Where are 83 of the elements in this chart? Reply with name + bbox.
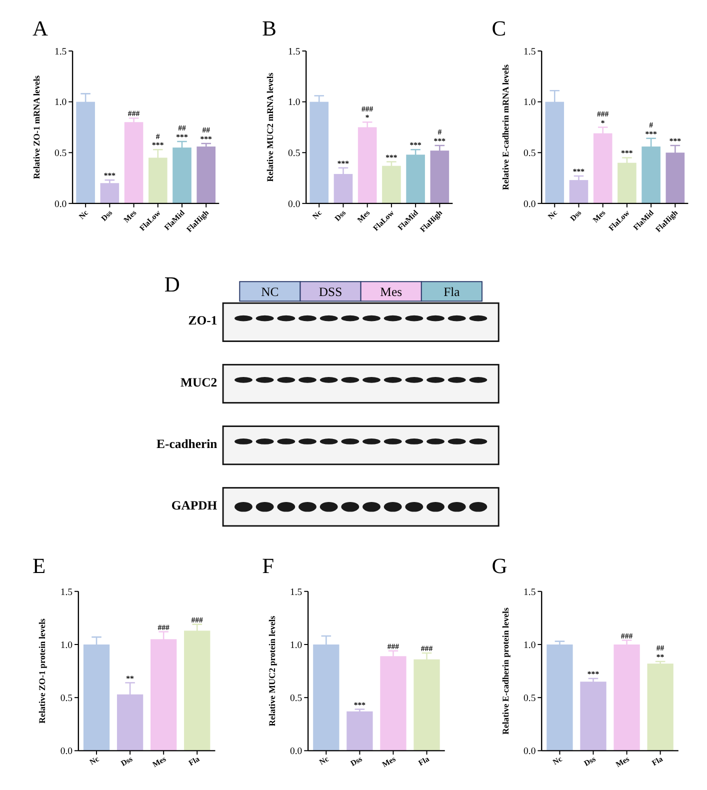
y-axis-title: Relative MUC2 protein levels	[266, 615, 277, 726]
annotation: ***	[434, 136, 446, 146]
annotation: ***	[410, 140, 422, 150]
bar	[647, 664, 674, 751]
y-tick-label: 1.0	[288, 97, 300, 108]
y-tick-label: 0.5	[54, 148, 67, 160]
y-axis-title: Relative E-cadherin protein levels	[500, 607, 510, 734]
chart-title: B	[262, 16, 276, 40]
chart-title: E	[32, 554, 46, 578]
bar	[580, 682, 606, 751]
bar	[346, 711, 373, 751]
annotation: *	[365, 113, 370, 122]
annotation: ***	[386, 152, 398, 162]
bar	[546, 644, 573, 751]
annotation: ###	[420, 644, 433, 654]
annotation: ###	[597, 109, 609, 118]
y-tick-label: 0.5	[288, 148, 300, 160]
category-label: Fla	[444, 284, 460, 299]
y-tick-label: 1.5	[54, 46, 67, 58]
y-tick-label: 1.5	[60, 586, 73, 598]
y-tick-label: 1.0	[60, 640, 73, 651]
annotation: ##	[178, 124, 186, 133]
text: E-cadherin	[156, 436, 218, 451]
y-tick-label: 1.0	[524, 97, 536, 108]
annotation: ###	[361, 104, 374, 114]
y-tick-label: 0.0	[60, 746, 73, 758]
text: GAPDH	[171, 498, 218, 512]
y-axis-title: Relative MUC2 mRNA levels	[264, 72, 275, 182]
annotation: #	[438, 128, 442, 137]
y-tick-label: 1.5	[290, 586, 302, 598]
annotation: ***	[621, 148, 633, 158]
category-label: Mes	[380, 284, 402, 299]
annotation: *	[600, 118, 605, 128]
y-axis-title: Relative ZO-1 protein levels	[37, 618, 48, 724]
y-tick-label: 0.5	[524, 693, 536, 704]
annotation: ***	[337, 158, 350, 168]
y-tick-label: 0.0	[524, 198, 536, 210]
annotation: ***	[645, 129, 658, 138]
y-tick-label: 1.5	[524, 586, 536, 598]
y-tick-label: 0.0	[524, 746, 536, 758]
bar	[196, 146, 216, 204]
category-label: DSS	[318, 284, 342, 299]
text: ZO-1	[188, 314, 218, 328]
y-tick-label: 1.5	[288, 46, 300, 58]
y-tick-label: 0.5	[290, 693, 302, 704]
annotation: ##	[202, 126, 210, 135]
annotation: ***	[587, 670, 600, 679]
y-tick-label: 0.0	[288, 198, 300, 210]
chart-title: C	[492, 16, 506, 40]
y-tick-label: 0.5	[60, 693, 73, 704]
annotation: ***	[669, 136, 682, 146]
y-tick-label: 0.0	[290, 746, 302, 758]
annotation: #	[649, 120, 654, 130]
text: MUC2	[180, 375, 218, 390]
category-label: NC	[261, 284, 279, 299]
annotation: ###	[158, 622, 170, 632]
y-tick-label: 1.5	[524, 46, 536, 58]
text: D	[164, 272, 180, 296]
y-tick-label: 0.0	[54, 198, 67, 210]
y-tick-label: 1.0	[290, 640, 302, 651]
y-axis-title: Relative E-cadherin mRNA levels	[500, 64, 510, 190]
annotation: **	[126, 674, 134, 683]
annotation: ***	[200, 134, 212, 144]
annotation: ###	[387, 642, 400, 651]
annotation: ###	[620, 631, 633, 640]
y-tick-label: 1.0	[524, 640, 536, 651]
annotation: #	[156, 132, 160, 141]
annotation: ***	[152, 140, 164, 150]
y-tick-label: 0.5	[524, 148, 536, 160]
annotation: ***	[354, 700, 366, 710]
chart-title: A	[32, 16, 48, 40]
annotation: **	[656, 652, 664, 662]
chart-title: F	[262, 554, 274, 578]
annotation: ###	[191, 615, 204, 624]
bar	[100, 183, 120, 204]
annotation: ***	[176, 132, 188, 142]
annotation: ***	[572, 167, 585, 176]
y-tick-label: 1.0	[54, 97, 67, 108]
annotation: ###	[128, 109, 140, 118]
annotation: ##	[656, 644, 664, 653]
chart-title: G	[492, 554, 508, 578]
annotation: ***	[104, 171, 116, 180]
y-axis-title: Relative ZO-1 mRNA levels	[31, 74, 42, 180]
